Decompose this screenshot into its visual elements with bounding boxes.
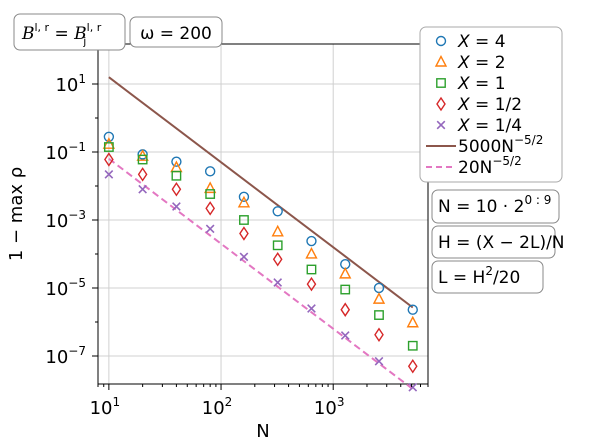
y-tick-label: 10−3 bbox=[45, 208, 86, 232]
data-point bbox=[204, 181, 217, 194]
legend-label: X = 2 bbox=[457, 53, 506, 73]
data-point bbox=[307, 304, 316, 313]
x-tick-label: 102 bbox=[202, 395, 233, 419]
data-point bbox=[138, 184, 148, 194]
x-axis-title: N bbox=[256, 421, 269, 442]
legend-label: 5000N−5/2 bbox=[458, 133, 543, 157]
legend-marker bbox=[434, 54, 448, 67]
data-point bbox=[104, 152, 114, 167]
y-axis-title: 1 − max ρ bbox=[6, 167, 27, 261]
annotation-text: N = 10 · 20 : 9 bbox=[438, 193, 551, 217]
data-point bbox=[205, 201, 216, 216]
data-point bbox=[374, 327, 384, 343]
y-tick-label: 10−1 bbox=[45, 140, 86, 164]
legend-marker bbox=[435, 35, 447, 47]
axis-ticks: 101 102 103 10−7 10−5 10−3 10−1 101 bbox=[45, 49, 429, 419]
data-point bbox=[103, 142, 114, 152]
annotation-text: H = (X − 2L)/N bbox=[438, 233, 565, 253]
plot-frame bbox=[97, 43, 429, 385]
data-point bbox=[239, 226, 249, 241]
data-point bbox=[137, 167, 148, 182]
data-point bbox=[305, 246, 318, 259]
data-point bbox=[104, 169, 114, 179]
svg-text:ω = 200: ω = 200 bbox=[140, 24, 212, 44]
svg-text:Bl, r = Bl, rj: Bl, r = Bl, rj bbox=[21, 21, 102, 48]
reference-line bbox=[108, 76, 414, 309]
data-point bbox=[340, 302, 351, 317]
legend-marker bbox=[436, 96, 446, 112]
reference-lines bbox=[108, 76, 414, 390]
y-tick-label: 10−5 bbox=[45, 276, 86, 300]
data-points bbox=[102, 131, 419, 392]
legend-label: X = 1/4 bbox=[457, 116, 522, 136]
data-point bbox=[306, 264, 317, 275]
annotation-box bbox=[431, 225, 556, 259]
data-point bbox=[205, 189, 216, 199]
data-point bbox=[340, 284, 351, 295]
data-point bbox=[172, 202, 181, 211]
data-point bbox=[137, 154, 148, 165]
data-point bbox=[204, 166, 216, 177]
data-point bbox=[339, 266, 352, 279]
data-point bbox=[171, 156, 182, 167]
data-point bbox=[272, 251, 283, 267]
legend-marker bbox=[436, 78, 446, 88]
grid-lines bbox=[98, 44, 428, 384]
legend-label: 20N−5/2 bbox=[458, 154, 522, 178]
legend-marker bbox=[436, 120, 446, 130]
data-point bbox=[205, 224, 215, 234]
data-point bbox=[374, 356, 384, 366]
legend-label: X = 4 bbox=[457, 32, 506, 52]
y-tick-label: 10−7 bbox=[45, 344, 86, 368]
data-point bbox=[372, 292, 386, 304]
data-point bbox=[273, 278, 283, 287]
legend: X = 4X = 2X = 1X = 1/2X = 1/45000N−5/220… bbox=[419, 26, 563, 183]
data-point bbox=[407, 340, 418, 351]
data-point bbox=[408, 382, 418, 392]
data-point bbox=[407, 358, 418, 374]
data-point bbox=[171, 182, 182, 197]
data-point bbox=[306, 276, 317, 292]
data-point bbox=[271, 224, 284, 237]
data-point bbox=[306, 235, 317, 247]
data-point bbox=[237, 195, 251, 208]
x-tick-label: 103 bbox=[314, 395, 345, 419]
annotation-box-omega: ω = 200 bbox=[129, 16, 223, 48]
x-tick-label: 101 bbox=[90, 395, 121, 419]
data-point bbox=[103, 131, 115, 142]
data-point bbox=[407, 304, 418, 315]
annotation-box bbox=[431, 189, 560, 224]
legend-label: X = 1/2 bbox=[457, 95, 522, 115]
data-point bbox=[374, 310, 384, 320]
data-point bbox=[239, 252, 249, 262]
data-point bbox=[340, 331, 350, 340]
data-point bbox=[171, 170, 182, 181]
data-point bbox=[239, 215, 249, 225]
data-point bbox=[272, 206, 283, 217]
y-tick-label: 101 bbox=[55, 72, 86, 96]
reference-line bbox=[108, 157, 414, 390]
annotation-box bbox=[431, 260, 544, 294]
data-point bbox=[406, 315, 419, 328]
annotation-text: L = H2/20 bbox=[438, 264, 520, 288]
data-point bbox=[238, 191, 250, 203]
data-point bbox=[272, 240, 283, 251]
legend-label: X = 1 bbox=[457, 74, 506, 94]
annotation-boxes-right: N = 10 · 20 : 9 H = (X − 2L)/N L = H2/20 bbox=[431, 189, 565, 294]
